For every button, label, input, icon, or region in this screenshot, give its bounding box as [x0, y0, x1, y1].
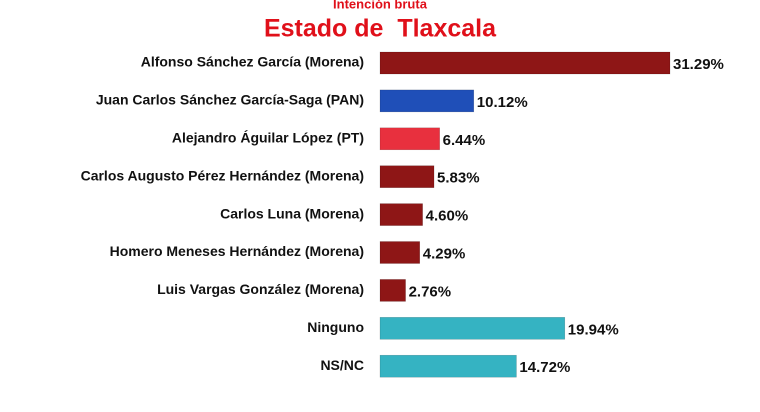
value-label: 4.29% — [423, 245, 466, 262]
bar — [379, 317, 566, 340]
chart-subtitle: Intención bruta — [333, 0, 428, 11]
category-label: Juan Carlos Sánchez García-Saga (PAN) — [96, 92, 364, 108]
value-label: 6.44% — [443, 132, 486, 149]
bar — [379, 279, 406, 302]
category-label: Carlos Luna (Morena) — [220, 205, 364, 221]
category-label: Alejandro Águilar López (PT) — [172, 130, 364, 146]
bar — [379, 354, 517, 378]
chart-title: Estado de Tlaxcala — [264, 15, 497, 43]
value-label: 4.60% — [426, 208, 469, 225]
category-label: Homero Meneses Hernández (Morena) — [110, 243, 364, 259]
bar — [379, 89, 475, 113]
bar — [379, 203, 423, 226]
category-label: Luis Vargas González (Morena) — [157, 281, 364, 297]
category-label: Carlos Augusto Pérez Hernández (Morena) — [81, 167, 364, 183]
value-label: 5.83% — [437, 170, 480, 187]
value-label: 14.72% — [519, 359, 570, 376]
value-label: 19.94% — [568, 321, 619, 338]
category-label: Ninguno — [307, 319, 364, 335]
bar — [379, 165, 435, 188]
category-label: NS/NC — [320, 357, 364, 373]
bar — [379, 127, 440, 151]
value-label: 10.12% — [477, 94, 528, 111]
bar — [379, 51, 671, 75]
category-label: Alfonso Sánchez García (Morena) — [141, 54, 364, 70]
bar — [379, 241, 421, 264]
value-label: 2.76% — [409, 283, 452, 300]
value-label: 31.29% — [673, 56, 724, 73]
